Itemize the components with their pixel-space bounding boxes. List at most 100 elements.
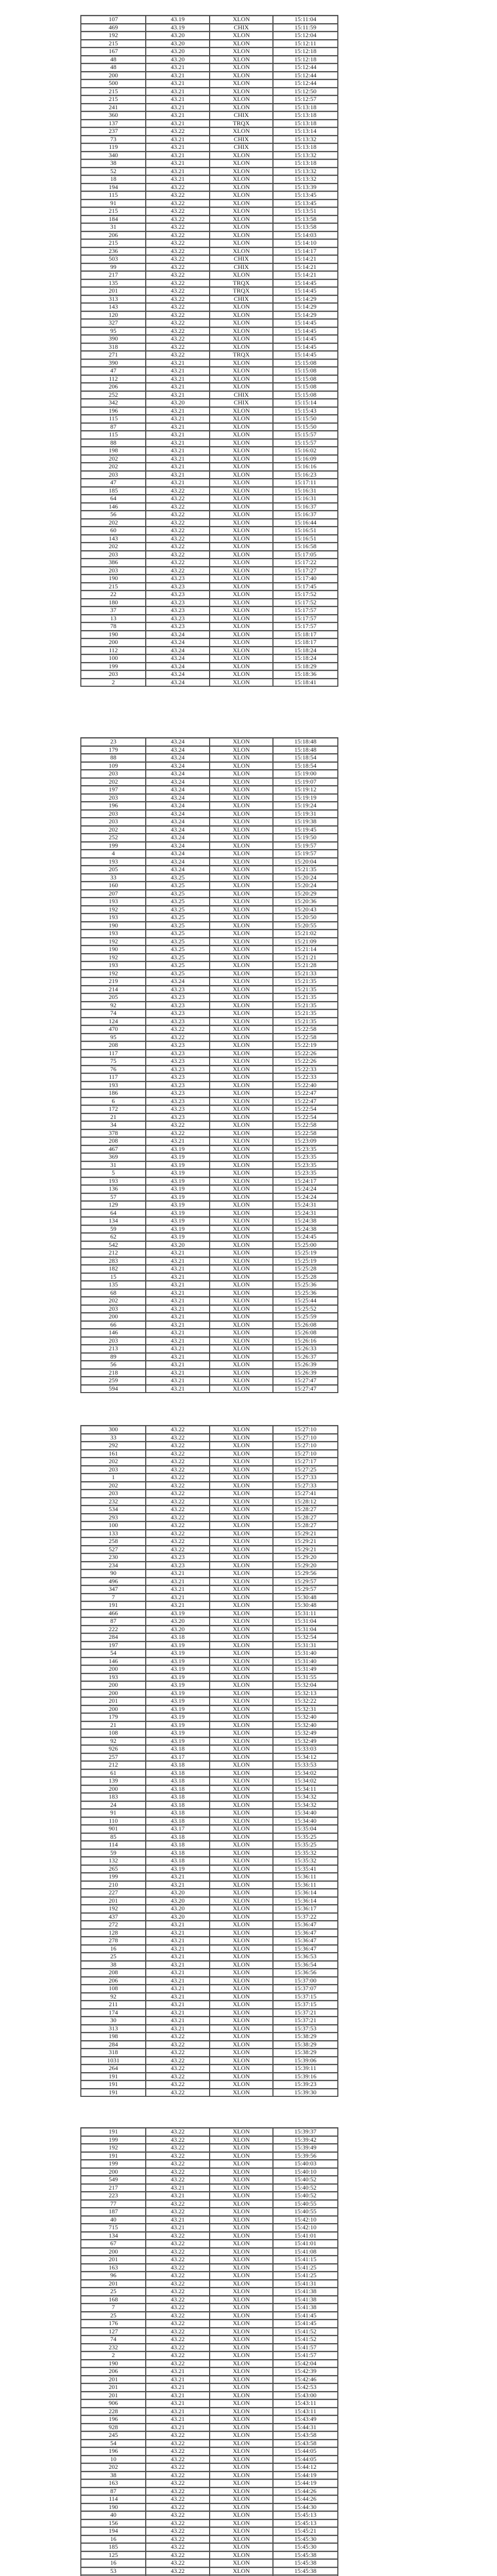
- trade-time-cell: 15:36:17: [272, 1904, 338, 1913]
- trade-time-cell: 15:14:21: [272, 270, 338, 280]
- trade-size-cell: 469: [80, 23, 146, 32]
- trade-venue-cell: XLON: [209, 849, 273, 858]
- trade-size-cell: 369: [80, 1153, 146, 1162]
- trade-price-cell: 43.22: [145, 2151, 210, 2160]
- trade-size-cell: 549: [80, 2175, 146, 2184]
- trade-row: 223 43.21 XLON 15:40:52: [80, 2191, 338, 2200]
- trade-price-cell: 43.22: [145, 1128, 210, 1138]
- trade-size-cell: 223: [80, 2191, 146, 2200]
- trade-time-cell: 15:28:27: [272, 1521, 338, 1530]
- trade-price-cell: 43.24: [145, 662, 210, 671]
- trade-venue-cell: XLON: [209, 2239, 273, 2248]
- trade-row: 167 43.20 XLON 15:12:18: [80, 47, 338, 56]
- trade-row: 117 43.23 XLON 15:22:26: [80, 1048, 338, 1058]
- trade-size-cell: 180: [80, 598, 146, 607]
- trade-price-cell: 43.19: [145, 1208, 210, 1217]
- trade-venue-cell: XLON: [209, 478, 273, 487]
- trade-row: 62 43.19 XLON 15:24:45: [80, 1232, 338, 1242]
- trade-time-cell: 15:45:30: [272, 2543, 338, 2552]
- trade-size-cell: 91: [80, 198, 146, 208]
- trade-size-cell: 215: [80, 95, 146, 104]
- trade-size-cell: 202: [80, 518, 146, 527]
- trade-time-cell: 15:13:18: [272, 143, 338, 152]
- trade-row: 66 43.21 XLON 15:26:08: [80, 1320, 338, 1329]
- trade-price-cell: 43.21: [145, 1952, 210, 1961]
- trade-size-cell: 124: [80, 1016, 146, 1026]
- trade-time-cell: 15:22:47: [272, 1089, 338, 1098]
- trade-row: 25 43.21 XLON 15:36:53: [80, 1952, 338, 1961]
- trade-size-cell: 92: [80, 1001, 146, 1010]
- trade-time-cell: 15:15:08: [272, 390, 338, 399]
- trade-price-cell: 43.22: [145, 2479, 210, 2488]
- trade-price-cell: 43.21: [145, 1256, 210, 1265]
- trade-size-cell: 257: [80, 1752, 146, 1761]
- trade-size-cell: 202: [80, 1457, 146, 1466]
- trade-size-cell: 203: [80, 1304, 146, 1313]
- trade-time-cell: 15:36:47: [272, 1944, 338, 1953]
- trade-size-cell: 190: [80, 2359, 146, 2368]
- trade-row: 92 43.23 XLON 15:21:35: [80, 1001, 338, 1010]
- trade-price-cell: 43.22: [145, 1481, 210, 1490]
- trade-time-cell: 15:15:50: [272, 414, 338, 423]
- trade-row: 199 43.22 XLON 15:40:03: [80, 2159, 338, 2168]
- trade-size-cell: 13: [80, 614, 146, 623]
- trade-row: 542 43.20 XLON 15:25:00: [80, 1240, 338, 1249]
- trade-time-cell: 15:24:24: [272, 1192, 338, 1201]
- trade-size-cell: 5: [80, 1168, 146, 1178]
- trade-time-cell: 15:18:36: [272, 670, 338, 679]
- trade-venue-cell: XLON: [209, 630, 273, 639]
- trade-venue-cell: XLON: [209, 2415, 273, 2424]
- trade-price-cell: 43.19: [145, 1153, 210, 1162]
- trade-row: 134 43.22 XLON 15:41:01: [80, 2231, 338, 2240]
- trade-price-cell: 43.21: [145, 366, 210, 376]
- trade-price-cell: 43.21: [145, 1976, 210, 1985]
- trade-price-cell: 43.23: [145, 1096, 210, 1106]
- trade-venue-cell: XLON: [209, 2127, 273, 2137]
- trade-size-cell: 38: [80, 2470, 146, 2480]
- trade-price-cell: 43.22: [145, 286, 210, 296]
- trade-venue-cell: XLON: [209, 745, 273, 754]
- trade-price-cell: 43.23: [145, 1561, 210, 1570]
- trade-price-cell: 43.22: [145, 2239, 210, 2248]
- trade-price-cell: 43.20: [145, 1888, 210, 1897]
- trade-venue-cell: XLON: [209, 1304, 273, 1313]
- trade-size-cell: 313: [80, 294, 146, 303]
- trade-price-cell: 43.22: [145, 350, 210, 360]
- trade-venue-cell: XLON: [209, 1328, 273, 1337]
- trade-row: 206 43.21 XLON 15:37:00: [80, 1976, 338, 1985]
- trade-time-cell: 15:18:54: [272, 753, 338, 762]
- trade-size-cell: 215: [80, 39, 146, 48]
- trade-row: 16 43.21 XLON 15:36:47: [80, 1944, 338, 1953]
- trade-time-cell: 15:17:57: [272, 622, 338, 631]
- trade-time-cell: 15:14:21: [272, 255, 338, 264]
- trade-time-cell: 15:44:30: [272, 2502, 338, 2512]
- trade-venue-cell: XLON: [209, 817, 273, 826]
- trade-price-cell: 43.21: [145, 1601, 210, 1610]
- trade-price-cell: 43.20: [145, 1896, 210, 1905]
- trade-time-cell: 15:44:12: [272, 2463, 338, 2472]
- trade-venue-cell: XLON: [209, 214, 273, 224]
- trade-time-cell: 15:34:11: [272, 1784, 338, 1793]
- trade-time-cell: 15:31:40: [272, 1656, 338, 1666]
- trade-row: 191 43.22 XLON 15:39:16: [80, 2072, 338, 2081]
- trade-time-cell: 15:19:50: [272, 833, 338, 842]
- trade-size-cell: 53: [80, 2566, 146, 2575]
- trade-row: 594 43.21 XLON 15:27:47: [80, 1384, 338, 1393]
- trade-time-cell: 15:29:21: [272, 1537, 338, 1546]
- trade-size-cell: 202: [80, 454, 146, 463]
- trade-price-cell: 43.24: [145, 654, 210, 663]
- trade-row: 199 43.22 XLON 15:39:42: [80, 2135, 338, 2144]
- trade-time-cell: 15:39:56: [272, 2151, 338, 2160]
- trade-size-cell: 107: [80, 15, 146, 24]
- trade-time-cell: 15:37:15: [272, 2000, 338, 2009]
- trade-time-cell: 15:21:33: [272, 969, 338, 978]
- trade-time-cell: 15:22:26: [272, 1048, 338, 1058]
- trade-time-cell: 15:42:10: [272, 2223, 338, 2232]
- trade-venue-cell: XLON: [209, 1824, 273, 1834]
- trade-row: 203 43.21 XLON 15:16:23: [80, 470, 338, 479]
- trade-time-cell: 15:22:19: [272, 1041, 338, 1050]
- trade-time-cell: 15:21:28: [272, 961, 338, 970]
- trade-price-cell: 43.22: [145, 2319, 210, 2328]
- trade-row: 30 43.21 XLON 15:37:21: [80, 2016, 338, 2025]
- trade-row: 284 43.18 XLON 15:32:54: [80, 1633, 338, 1642]
